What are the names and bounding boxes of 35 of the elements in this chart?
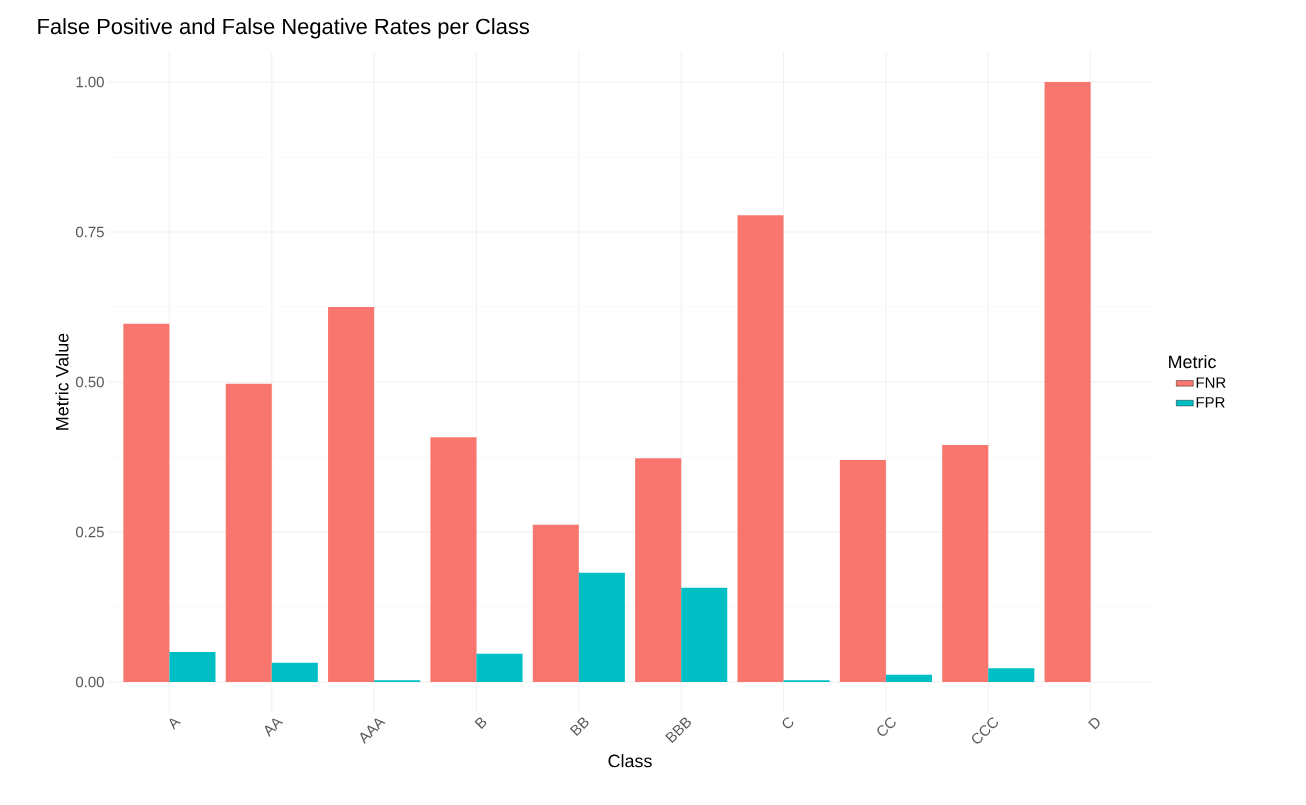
- x-tick-label: A: [169, 718, 181, 730]
- x-tick-label: CC: [877, 717, 896, 736]
- y-tick-label: 1.00: [76, 76, 104, 88]
- x-axis-title: Class: [608, 754, 652, 768]
- legend-title: Metric: [1169, 355, 1216, 369]
- bar: [476, 653, 523, 682]
- x-tick-label: BB: [569, 717, 589, 737]
- bar: [430, 437, 477, 682]
- bar: [988, 668, 1035, 682]
- bar: [271, 662, 318, 682]
- x-tick-label: D: [1088, 718, 1100, 730]
- y-axis-title: Metric Value: [55, 333, 69, 430]
- legend-label: FPR: [1196, 397, 1225, 408]
- legend-label: FNR: [1196, 377, 1226, 388]
- bar: [839, 460, 886, 682]
- bar: [123, 323, 170, 682]
- bar: [737, 215, 784, 682]
- x-tick-label: B: [474, 717, 487, 730]
- y-tick-label: 0.25: [75, 526, 104, 538]
- bar: [681, 587, 728, 682]
- bar: [885, 674, 932, 682]
- bar: [942, 445, 989, 682]
- bar: [532, 524, 579, 682]
- bar: [578, 572, 625, 682]
- x-tick-label: AA: [264, 718, 284, 737]
- y-tick-label: 0.00: [75, 676, 104, 688]
- bar: [1044, 81, 1091, 682]
- bar: [635, 458, 682, 682]
- bar: [169, 652, 216, 682]
- y-tick-label: 0.75: [75, 226, 104, 238]
- y-tick-label: 0.50: [75, 376, 104, 388]
- x-tick-label: C: [782, 717, 794, 729]
- bar: [328, 307, 375, 682]
- chart-title: False Positive and False Negative Rates per Class: [38, 18, 530, 39]
- bar: [225, 383, 272, 682]
